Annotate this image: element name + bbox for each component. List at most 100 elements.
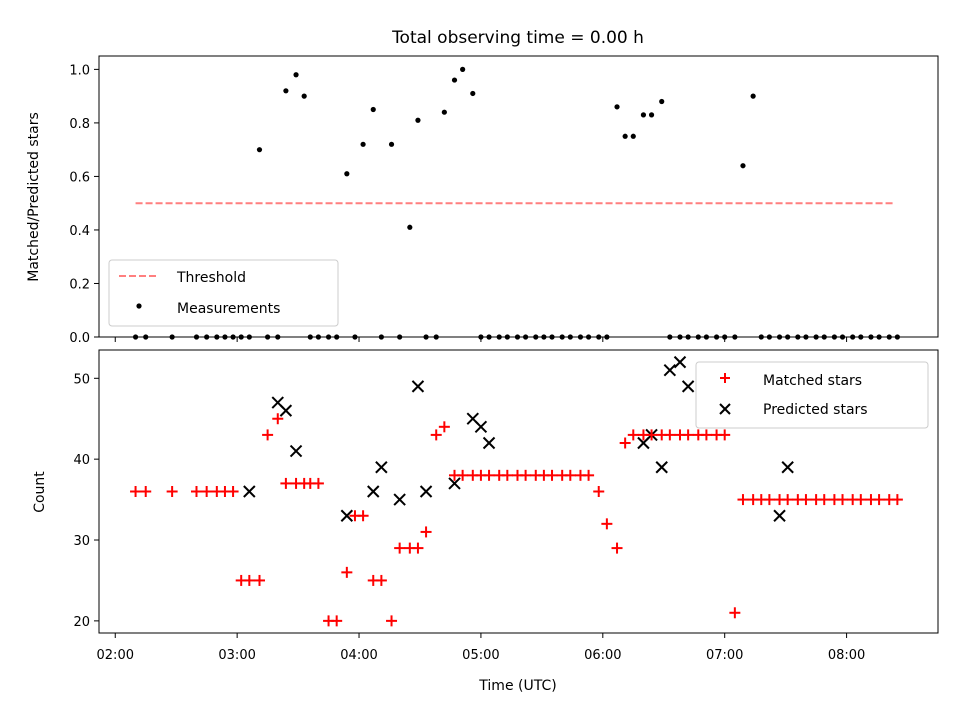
measurement-point — [388, 141, 395, 147]
matched-point — [420, 526, 432, 538]
matched-point — [253, 574, 265, 586]
matched-point — [627, 429, 639, 441]
measurement-point — [360, 141, 366, 147]
predicted-point — [411, 380, 425, 393]
matched-point — [331, 615, 343, 627]
measurements-legend-label: Measurements — [177, 301, 280, 317]
measurement-point — [415, 117, 421, 123]
matched-point — [737, 494, 749, 506]
matched-point — [227, 486, 239, 497]
matched-legend-swatch — [720, 373, 730, 383]
predicted-point — [655, 461, 668, 474]
measurement-point — [407, 224, 413, 230]
measurement-point — [740, 163, 746, 169]
matched-point — [546, 469, 558, 481]
matched-point — [394, 542, 406, 554]
x-tick-label: 08:00 — [828, 648, 865, 663]
count-y-axis-label: Count — [32, 471, 48, 513]
matched-point — [891, 494, 903, 506]
measurement-point — [470, 90, 476, 97]
predicted-point — [773, 509, 786, 522]
matched-point — [130, 486, 142, 497]
ratio-y-tick-label: 0.2 — [69, 277, 90, 292]
measurement-point — [622, 133, 628, 139]
matched-point — [140, 486, 152, 497]
predicted-point — [367, 485, 380, 498]
predicted-legend-swatch — [719, 403, 731, 415]
measurement-point — [640, 112, 647, 118]
matched-point — [191, 486, 203, 497]
ratio-legend: Threshold Measurements — [108, 259, 339, 327]
x-tick-label: 07:00 — [706, 648, 743, 663]
matched-point — [201, 486, 213, 497]
matched-point — [873, 494, 885, 506]
predicted-point — [474, 420, 488, 434]
matched-point — [564, 469, 576, 481]
matched-point — [700, 429, 712, 441]
ratio-panel: 0.0 0.2 0.4 0.6 0.8 1.0 Matched/Predicted sta… — [26, 55, 939, 346]
measurement-point — [630, 133, 636, 139]
count-plot-frame — [98, 349, 939, 634]
ratio-y-axis-label: Matched/Predicted stars — [26, 112, 42, 282]
ratio-y-tick-label: 1.0 — [69, 63, 90, 78]
matched-point — [243, 574, 255, 586]
matched-legend-label: Matched stars — [763, 373, 862, 389]
matched-point — [457, 469, 469, 481]
matched-point — [501, 469, 513, 481]
matched-point — [593, 486, 605, 497]
predicted-point — [419, 485, 433, 498]
matched-point — [312, 477, 324, 489]
x-axis-label: Time (UTC) — [478, 678, 556, 694]
matched-point — [719, 429, 731, 441]
predicted-point — [243, 485, 256, 498]
x-tick-label: 05:00 — [462, 648, 499, 663]
threshold-legend-label: Threshold — [176, 270, 246, 286]
measurement-point — [614, 104, 620, 110]
ratio-y-tick-label: 0.4 — [69, 224, 90, 239]
matched-point — [782, 494, 794, 506]
measurement-point — [750, 93, 756, 99]
matched-point — [800, 494, 812, 506]
matched-point — [412, 542, 424, 554]
matched-point — [837, 494, 849, 506]
matched-point — [619, 437, 631, 449]
matched-point — [520, 469, 532, 481]
predicted-point — [393, 493, 406, 506]
matched-point — [646, 429, 658, 441]
predicted-point — [781, 461, 794, 474]
count-y-tick-label: 50 — [73, 372, 90, 387]
measurement-point — [460, 66, 466, 72]
measurement-point — [441, 109, 447, 115]
measurement-point — [283, 88, 289, 94]
chart-title: Total observing time = 0.00 h — [391, 28, 644, 48]
matched-point — [483, 469, 495, 481]
matched-point — [430, 429, 442, 441]
matched-point — [682, 429, 694, 441]
measurement-point — [293, 72, 299, 78]
matched-point — [818, 494, 830, 506]
x-tick-label: 04:00 — [340, 648, 377, 663]
predicted-point — [681, 380, 695, 393]
matched-point — [763, 494, 775, 506]
predicted-point — [482, 436, 496, 450]
predicted-legend-label: Predicted stars — [763, 402, 868, 418]
measurement-point — [301, 93, 307, 99]
matched-point — [438, 421, 450, 433]
predicted-point — [340, 509, 354, 522]
measurement-point — [451, 77, 458, 83]
matched-point — [272, 413, 284, 425]
x-tick-label: 03:00 — [218, 648, 255, 663]
predicted-point — [375, 461, 388, 474]
measurement-point — [648, 112, 655, 118]
count-panel: 02:00 03:00 04:00 05:00 06:00 07:00 08:00 20 30 4… — [32, 349, 939, 663]
x-tick-label: 02:00 — [97, 648, 134, 663]
count-y-tick-label: 40 — [73, 453, 90, 468]
measurements-legend-swatch — [136, 303, 142, 309]
matched-point — [341, 566, 353, 578]
predicted-point — [673, 355, 687, 369]
matched-point — [375, 574, 387, 586]
predicted-point — [663, 364, 677, 377]
matched-point — [262, 429, 274, 441]
measurement-point — [256, 147, 263, 153]
